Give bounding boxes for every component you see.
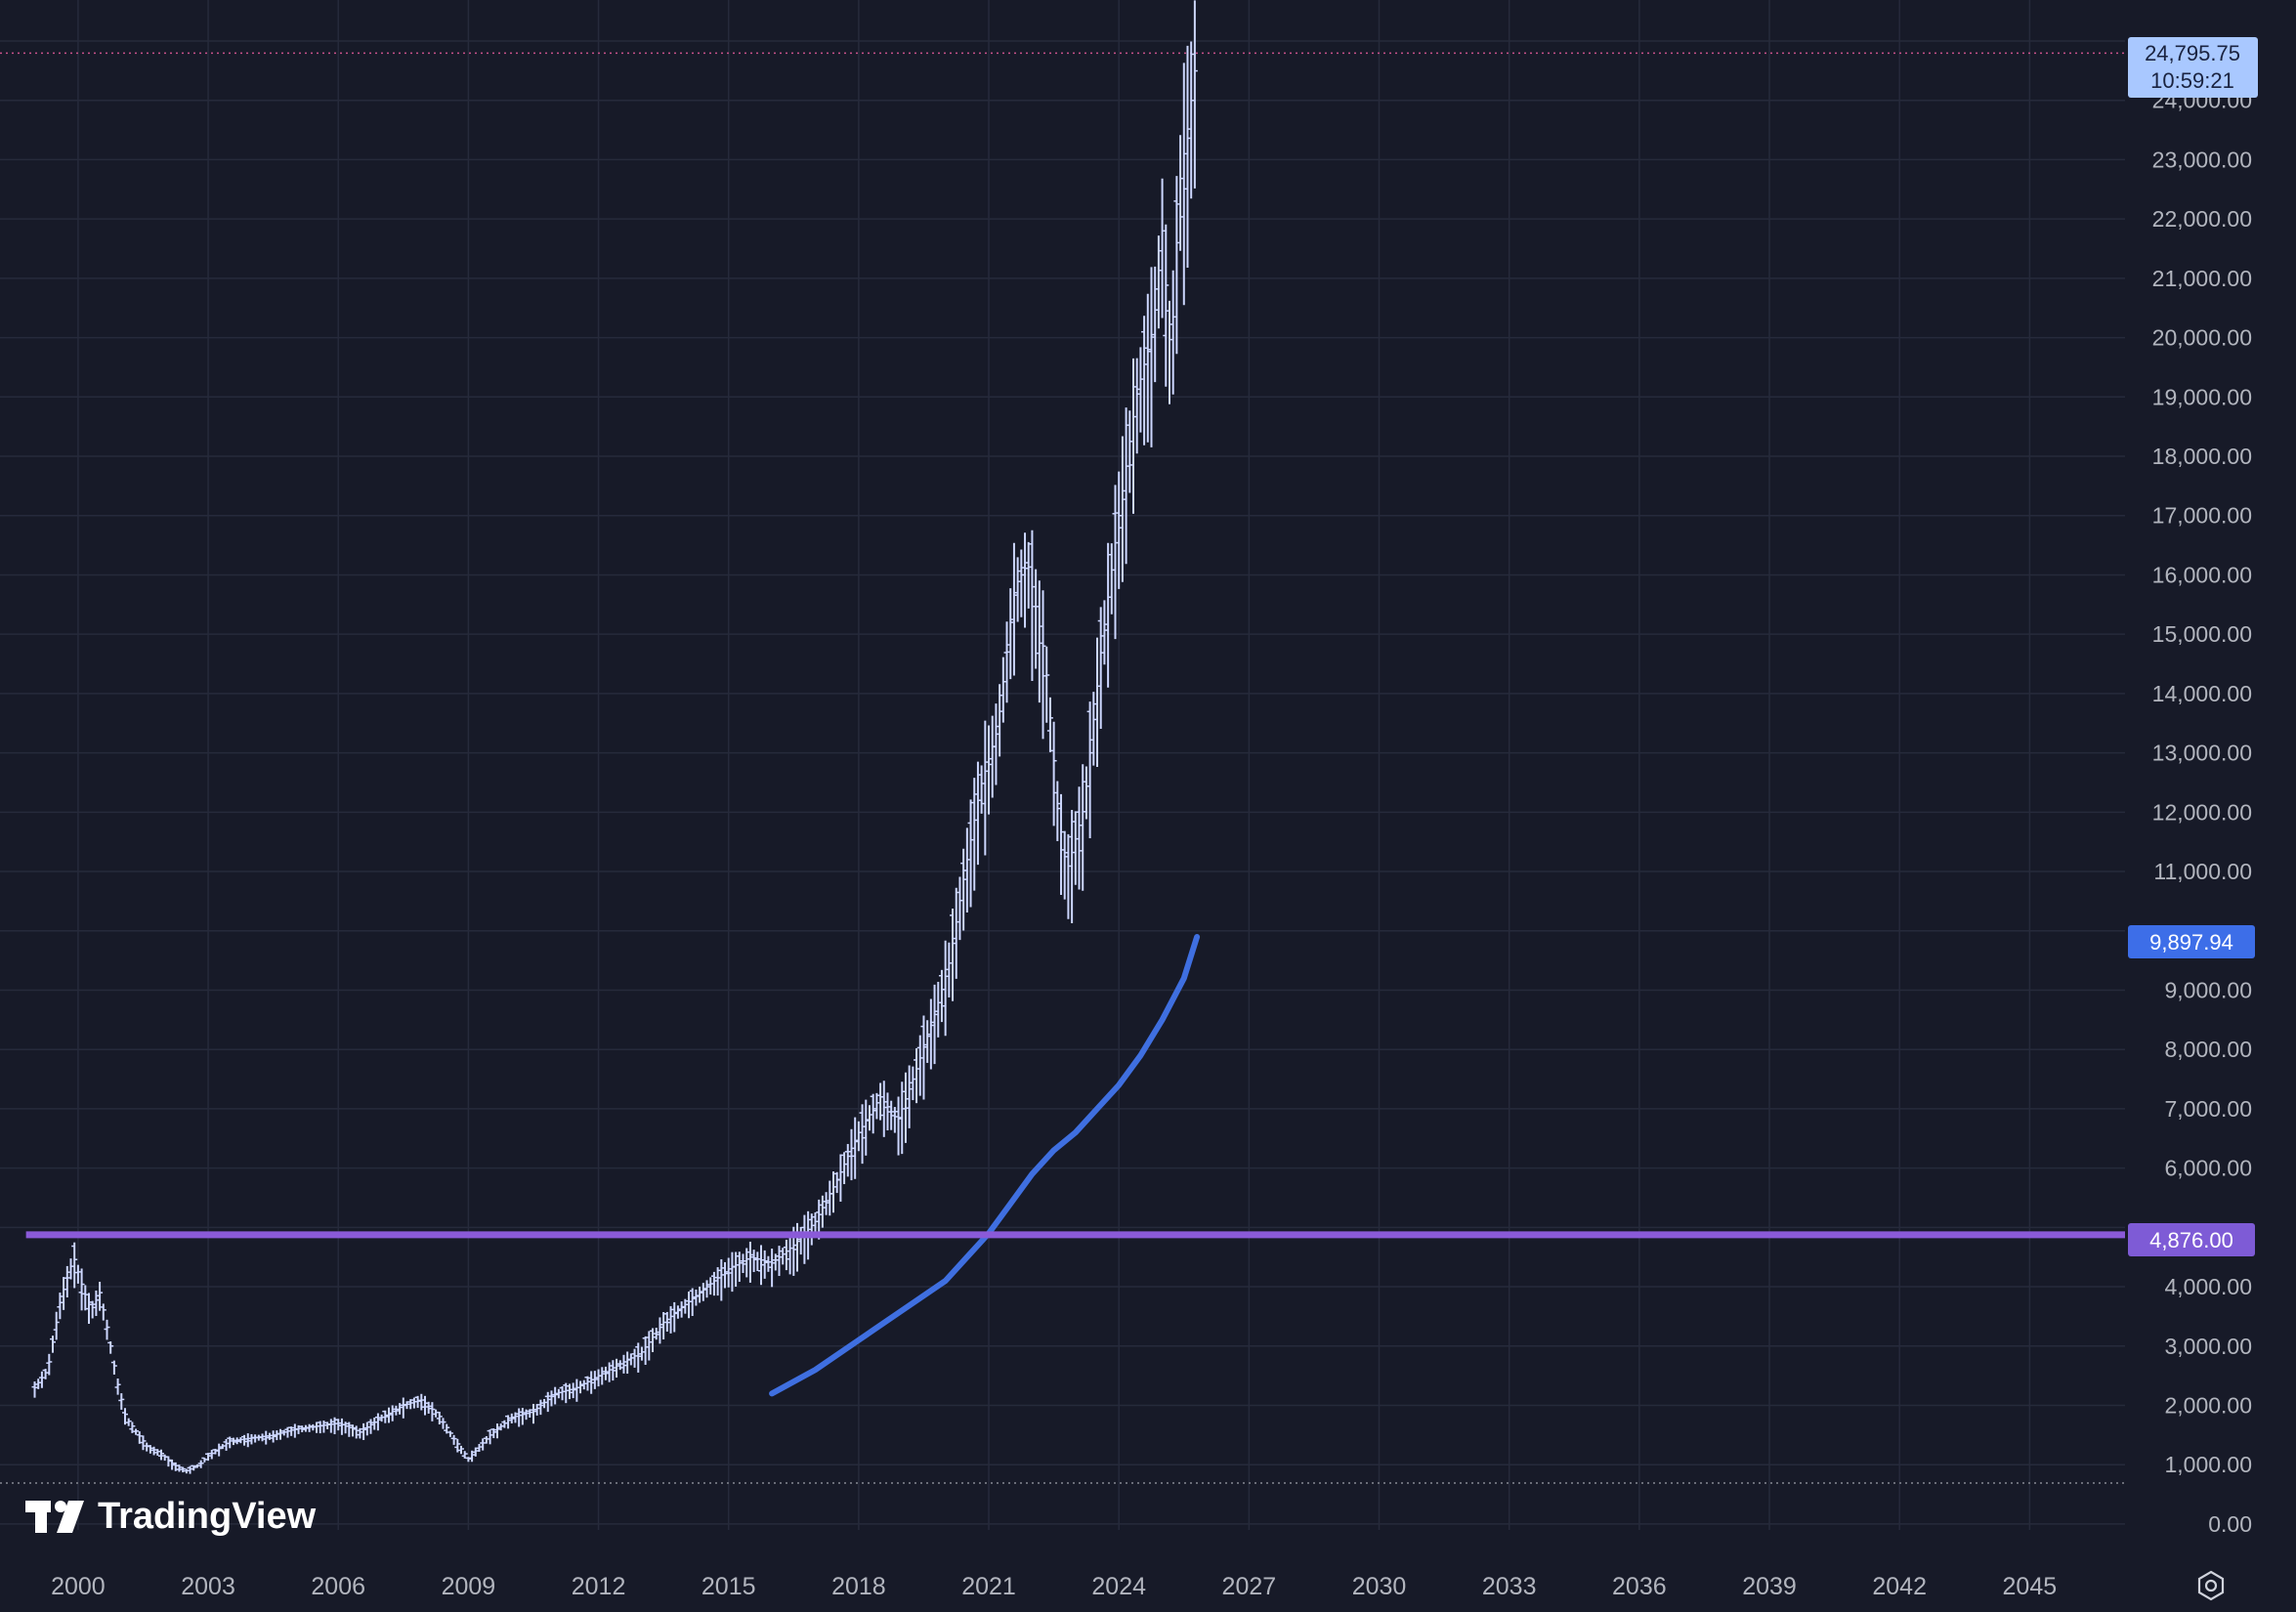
- y-tick-label: 12,000.00: [2152, 799, 2252, 825]
- y-tick-label: 23,000.00: [2152, 147, 2252, 172]
- x-tick-label: 2012: [572, 1573, 626, 1600]
- y-tick-label: 4,000.00: [2164, 1274, 2252, 1299]
- y-tick-label: 20,000.00: [2152, 325, 2252, 351]
- x-tick-label: 2021: [961, 1573, 1016, 1600]
- price-bars: [31, 0, 1198, 1474]
- ma-value: 9,897.94: [2149, 930, 2233, 954]
- y-tick-label: 6,000.00: [2164, 1156, 2252, 1181]
- x-tick-label: 2033: [1482, 1573, 1537, 1600]
- y-tick-label: 9,000.00: [2164, 977, 2252, 1002]
- horizontal-gridlines: [0, 40, 2125, 1525]
- moving-average-line: [769, 934, 1201, 1397]
- x-tick-label: 2042: [1872, 1573, 1927, 1600]
- level-value: 4,876.00: [2149, 1228, 2233, 1252]
- y-tick-label: 13,000.00: [2152, 741, 2252, 766]
- x-tick-label: 2027: [1222, 1573, 1277, 1600]
- price-axis[interactable]: 0.00 1,000.00 2,000.00 3,000.00 4,000.00 6,00…: [2152, 88, 2252, 1537]
- last-price-label: 24,795.75 10:59:21: [2128, 37, 2258, 98]
- y-tick-label: 7,000.00: [2164, 1096, 2252, 1122]
- x-tick-label: 2015: [702, 1573, 756, 1600]
- ma-value-label: 9,897.94: [2128, 925, 2255, 958]
- y-tick-label: 14,000.00: [2152, 681, 2252, 706]
- x-tick-label: 2039: [1742, 1573, 1797, 1600]
- tradingview-logo-mark: [25, 1501, 84, 1533]
- vertical-gridlines: [77, 0, 2031, 1530]
- tradingview-wordmark: TradingView: [98, 1496, 317, 1537]
- x-tick-label: 2003: [181, 1573, 235, 1600]
- y-tick-label: 15,000.00: [2152, 621, 2252, 647]
- x-tick-label: 2045: [2003, 1573, 2058, 1600]
- x-tick-label: 2030: [1352, 1573, 1407, 1600]
- x-tick-label: 2024: [1091, 1573, 1146, 1600]
- y-tick-label: 11,000.00: [2153, 859, 2252, 884]
- x-tick-label: 2018: [831, 1573, 886, 1600]
- y-tick-label: 17,000.00: [2152, 503, 2252, 529]
- y-tick-label: 21,000.00: [2152, 266, 2252, 291]
- bar-countdown: 10:59:21: [2150, 68, 2234, 93]
- y-tick-label: 1,000.00: [2164, 1452, 2252, 1477]
- x-tick-label: 2006: [311, 1573, 365, 1600]
- y-tick-label: 3,000.00: [2164, 1334, 2252, 1359]
- settings-icon: [2197, 1570, 2225, 1601]
- y-tick-label: 22,000.00: [2152, 206, 2252, 232]
- y-tick-label: 2,000.00: [2164, 1392, 2252, 1418]
- x-tick-label: 2036: [1612, 1573, 1667, 1600]
- time-axis[interactable]: 2000 2003 2006 2009 2012 2015 2018 2021 2024 2027…: [51, 1573, 2057, 1600]
- tradingview-logo: TradingView: [25, 1496, 317, 1537]
- level-value-label: 4,876.00: [2128, 1223, 2255, 1256]
- y-tick-label: 16,000.00: [2152, 562, 2252, 587]
- last-price-value: 24,795.75: [2145, 41, 2240, 65]
- x-tick-label: 2009: [442, 1573, 496, 1600]
- x-tick-label: 2000: [51, 1573, 106, 1600]
- y-tick-label: 18,000.00: [2152, 444, 2252, 469]
- y-tick-label: 8,000.00: [2164, 1037, 2252, 1062]
- y-tick-label: 0.00: [2208, 1511, 2252, 1537]
- settings-button[interactable]: [2194, 1569, 2228, 1602]
- y-tick-label: 19,000.00: [2152, 384, 2252, 409]
